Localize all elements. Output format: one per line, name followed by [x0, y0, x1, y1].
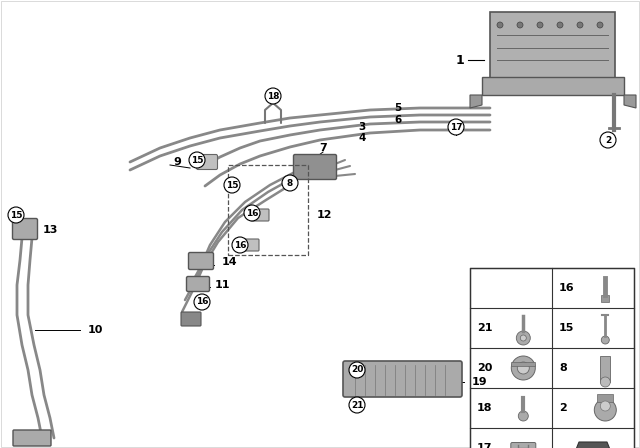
- Bar: [228, 165, 308, 255]
- Text: 18: 18: [477, 403, 493, 413]
- Text: 20: 20: [477, 363, 492, 373]
- Text: 11: 11: [215, 280, 230, 290]
- Text: 14: 14: [222, 257, 237, 267]
- Circle shape: [600, 377, 611, 387]
- Circle shape: [224, 177, 240, 193]
- Circle shape: [520, 335, 526, 341]
- Bar: [597, 394, 613, 402]
- Circle shape: [516, 331, 531, 345]
- Text: 2: 2: [559, 403, 567, 413]
- FancyBboxPatch shape: [241, 239, 259, 251]
- Bar: [600, 356, 611, 382]
- Circle shape: [349, 397, 365, 413]
- Text: 5: 5: [394, 103, 402, 113]
- FancyBboxPatch shape: [186, 276, 209, 292]
- Circle shape: [194, 294, 210, 310]
- Text: 3: 3: [358, 122, 365, 132]
- Circle shape: [517, 362, 529, 374]
- Bar: [482, 77, 624, 95]
- Circle shape: [511, 356, 535, 380]
- Text: 16: 16: [196, 297, 208, 306]
- Text: 9: 9: [173, 157, 181, 167]
- Text: 10: 10: [88, 325, 104, 335]
- Text: 13: 13: [43, 225, 58, 235]
- Circle shape: [602, 336, 609, 344]
- Text: 15: 15: [226, 181, 238, 190]
- Circle shape: [537, 22, 543, 28]
- Circle shape: [517, 22, 523, 28]
- FancyBboxPatch shape: [511, 443, 536, 448]
- Text: 16: 16: [234, 241, 246, 250]
- Circle shape: [189, 152, 205, 168]
- Circle shape: [448, 119, 464, 135]
- Text: 15: 15: [559, 323, 574, 333]
- Circle shape: [244, 205, 260, 221]
- Bar: [490, 12, 615, 80]
- FancyBboxPatch shape: [189, 253, 214, 270]
- Text: 16: 16: [559, 283, 575, 293]
- Circle shape: [232, 237, 248, 253]
- Circle shape: [577, 22, 583, 28]
- Text: 17: 17: [450, 122, 462, 132]
- Bar: [511, 362, 535, 366]
- Circle shape: [8, 207, 24, 223]
- Text: 7: 7: [319, 143, 327, 153]
- Text: 16: 16: [246, 208, 259, 217]
- Text: 8: 8: [287, 178, 293, 188]
- FancyBboxPatch shape: [294, 155, 337, 180]
- Text: 15: 15: [10, 211, 22, 220]
- FancyBboxPatch shape: [181, 312, 201, 326]
- Text: 2: 2: [605, 135, 611, 145]
- Polygon shape: [575, 442, 611, 448]
- Circle shape: [518, 411, 528, 421]
- Bar: [470, 268, 634, 448]
- Circle shape: [265, 88, 281, 104]
- Text: 15: 15: [191, 155, 204, 164]
- Text: 21: 21: [477, 323, 493, 333]
- FancyBboxPatch shape: [196, 155, 218, 169]
- Circle shape: [557, 22, 563, 28]
- Circle shape: [349, 362, 365, 378]
- Circle shape: [282, 175, 298, 191]
- Text: 6: 6: [394, 115, 402, 125]
- Polygon shape: [470, 95, 482, 108]
- Text: 12: 12: [317, 210, 333, 220]
- Polygon shape: [624, 95, 636, 108]
- Text: 20: 20: [351, 366, 363, 375]
- Text: 21: 21: [351, 401, 364, 409]
- Circle shape: [600, 401, 611, 411]
- Circle shape: [600, 132, 616, 148]
- FancyBboxPatch shape: [251, 209, 269, 221]
- Text: 8: 8: [559, 363, 567, 373]
- Text: 1: 1: [455, 53, 464, 66]
- Text: 19: 19: [472, 377, 488, 387]
- Text: 18: 18: [267, 91, 279, 100]
- Circle shape: [497, 22, 503, 28]
- Bar: [602, 295, 609, 302]
- Circle shape: [597, 22, 603, 28]
- Circle shape: [595, 399, 616, 421]
- FancyBboxPatch shape: [13, 430, 51, 446]
- Text: 4: 4: [358, 133, 365, 143]
- FancyBboxPatch shape: [343, 361, 462, 397]
- Text: 17: 17: [477, 443, 493, 448]
- FancyBboxPatch shape: [13, 219, 38, 240]
